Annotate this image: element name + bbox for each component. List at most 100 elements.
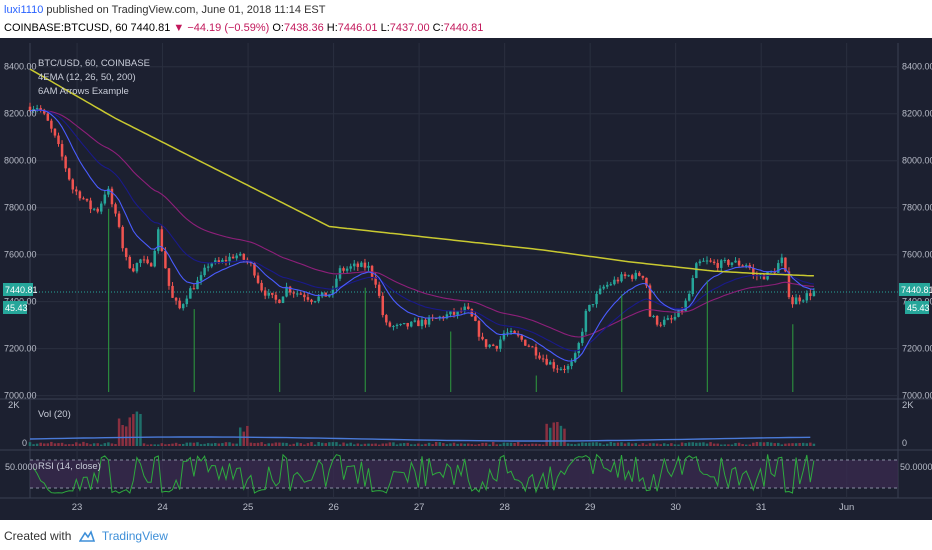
candle-up (695, 263, 698, 279)
published-text: published on TradingView.com, June 01, 2… (43, 4, 326, 16)
volume-bar (363, 443, 367, 446)
candle-down (192, 288, 196, 290)
volume-bar (196, 442, 199, 446)
volume-bar (117, 418, 121, 446)
volume-bar (67, 444, 71, 446)
volume-bar (513, 443, 516, 446)
candle-up (360, 262, 363, 267)
volume-bar (263, 444, 267, 446)
volume-bar (801, 442, 805, 446)
candle-up (673, 316, 677, 320)
volume-bar (481, 442, 484, 446)
last-price: 7440.81 (130, 22, 171, 34)
high-label: H: (326, 22, 338, 34)
volume-bar (46, 443, 50, 446)
time-tick-label: 30 (670, 502, 681, 513)
candle-up (794, 297, 798, 305)
volume-bar (114, 444, 117, 446)
volume-bar (495, 444, 499, 446)
price-tick-label-right: 8400.00 (902, 62, 932, 72)
candle-up (92, 208, 96, 210)
candle-down (60, 144, 64, 157)
high-value: 7446.01 (337, 22, 378, 34)
candle-up (584, 310, 588, 332)
candle-up (413, 320, 417, 322)
publisher-link[interactable]: luxi1110 (4, 4, 44, 16)
volume-bar (178, 443, 181, 446)
price-tick-label-left: 8400.00 (4, 62, 37, 72)
volume-bar (28, 442, 32, 446)
volume-bar (563, 428, 566, 446)
volume-bar (132, 414, 135, 446)
candle-down (784, 257, 787, 272)
volume-bar (559, 425, 563, 446)
rsi-badge-right-bg (905, 301, 929, 314)
candle-up (235, 255, 238, 259)
candle-up (634, 272, 637, 279)
candle-down (491, 344, 495, 346)
volume-scale-top-left: 2K (8, 400, 20, 411)
volume-bar (281, 442, 285, 446)
candle-up (734, 260, 737, 263)
rsi-badge-right: 45.43 (907, 303, 930, 313)
candle-down (71, 179, 75, 190)
grid-layer (0, 43, 932, 499)
volume-bar (32, 444, 35, 446)
volume-bar (627, 442, 630, 446)
volume-bar (591, 442, 595, 446)
volume-bar (556, 421, 559, 446)
candle-down (160, 229, 164, 251)
volume-bar (413, 444, 417, 446)
volume-bar (153, 444, 156, 446)
volume-bar (484, 442, 488, 446)
volume-bar (449, 443, 452, 446)
volume-bar (370, 443, 374, 446)
candle-down (292, 292, 295, 294)
volume-bar (680, 442, 684, 446)
candle-down (217, 260, 221, 263)
volume-bar (431, 444, 434, 446)
candle-up (32, 108, 35, 111)
candle-up (730, 262, 734, 265)
legend-ema: 4EMA (12, 26, 50, 200) (38, 72, 136, 83)
volume-bar (142, 443, 146, 446)
candle-up (395, 324, 399, 327)
volume-bar (691, 442, 695, 446)
rsi-label: RSI (14, close) (38, 461, 101, 472)
volume-bar (573, 444, 577, 446)
candle-down (356, 263, 360, 267)
tradingview-brand[interactable]: TradingView (101, 529, 168, 543)
volume-bar (777, 442, 780, 446)
volume-bar (791, 443, 794, 446)
candle-down (563, 368, 566, 370)
time-tick-label: 28 (499, 502, 510, 513)
volume-bar (167, 444, 171, 446)
candle-down (224, 259, 228, 262)
candle-up (35, 108, 39, 110)
ema26-line (29, 109, 814, 352)
candle-down (712, 261, 716, 264)
volume-bar (349, 442, 352, 446)
volume-bar (103, 443, 107, 446)
volume-bar (666, 444, 670, 446)
rsi-badge-left: 45.43 (5, 303, 28, 313)
candle-down (64, 156, 67, 169)
candle-down (78, 191, 82, 199)
volume-bar (267, 443, 270, 446)
candle-down (149, 263, 153, 267)
candle-down (167, 268, 171, 286)
change-value: ▼ −44.19 (−0.59%) (173, 22, 270, 34)
volume-bar (524, 443, 527, 446)
candle-down (424, 319, 427, 325)
candle-up (420, 319, 424, 327)
volume-layer (28, 411, 816, 446)
volume-bar (794, 443, 798, 446)
candle-up (463, 306, 466, 312)
candle-up (698, 261, 702, 264)
candle-down (541, 358, 545, 360)
volume-scale-top-right: 2K (902, 400, 914, 411)
price-chart-svg[interactable]: 7000.007000.007200.007200.007400.007400.… (0, 38, 932, 520)
candle-up (506, 332, 509, 334)
chart-area[interactable]: 7000.007000.007200.007200.007400.007400.… (0, 38, 932, 520)
volume-bar (769, 442, 773, 446)
